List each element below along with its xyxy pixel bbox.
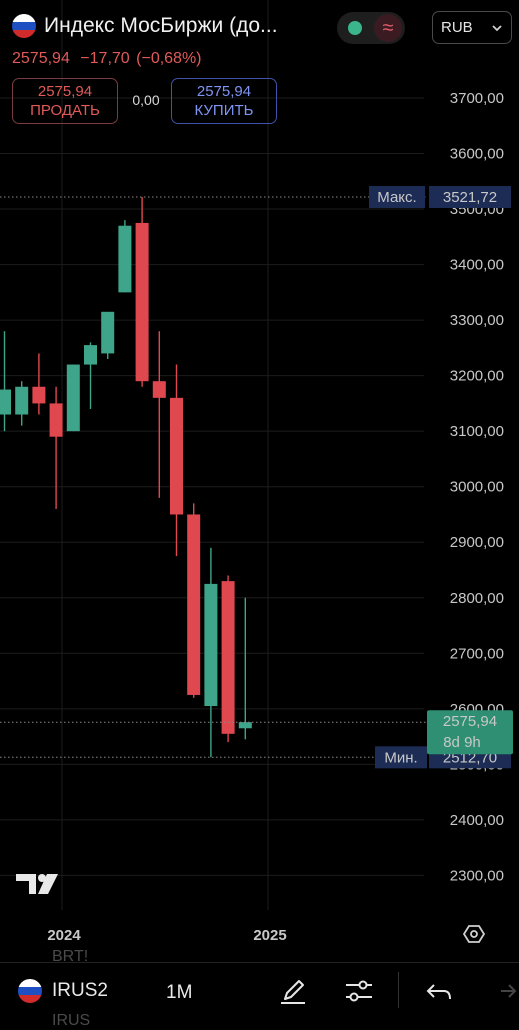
price-tick-label: 3200,00	[450, 368, 504, 385]
previous-symbol-ghost: BRT!	[52, 948, 89, 965]
symbol-label: IRUS2	[52, 980, 108, 1001]
currency-label: RUB	[441, 19, 473, 36]
candle-body	[170, 397, 183, 515]
price-tick-label: 2900,00	[450, 534, 504, 551]
time-tick-label: 2024	[47, 927, 81, 944]
russia-flag-icon	[12, 14, 36, 38]
max-value-tag	[429, 185, 511, 208]
candle-body	[118, 225, 132, 293]
last-price-tag	[427, 710, 513, 755]
sell-label: ПРОДАТЬ	[30, 102, 100, 119]
approx-wave-icon: ≈	[374, 14, 402, 42]
price-tick-label: 2700,00	[450, 645, 504, 662]
candle-body	[101, 311, 115, 354]
candle-body	[187, 514, 201, 695]
price-axis[interactable]: 3700,003600,003500,003400,003300,003200,…	[450, 90, 504, 884]
chart-grid	[0, 0, 424, 910]
symbol-selector[interactable]: IRUS2	[18, 979, 108, 1003]
instrument-title[interactable]: Индекс МосБиржи (до...	[12, 14, 278, 38]
pencil-icon[interactable]	[277, 975, 309, 1007]
redo-icon[interactable]	[491, 975, 519, 1007]
next-symbol-ghost: IRUS	[52, 1012, 91, 1029]
interval-selector[interactable]: 1M	[166, 982, 193, 1003]
max-label-tag	[369, 185, 425, 208]
candle-body	[84, 345, 97, 365]
bar-countdown: 8d 9h	[443, 734, 481, 751]
candle-body	[15, 386, 29, 415]
tradingview-logo-icon[interactable]	[14, 870, 62, 898]
candle-body	[66, 364, 80, 432]
price-tick-label: 3300,00	[450, 312, 504, 329]
min-label-tag	[375, 746, 427, 769]
buy-label: КУПИТЬ	[194, 102, 254, 119]
candle-body	[32, 386, 46, 404]
price-change-percent: (−0,68%)	[136, 50, 202, 67]
price-change: −17,70	[80, 50, 130, 67]
russia-flag-icon	[18, 979, 42, 1003]
price-tick-label: 2800,00	[450, 590, 504, 607]
price-tick-label: 3700,00	[450, 90, 504, 107]
chevron-down-icon	[492, 24, 502, 31]
price-tick-label: 3100,00	[450, 423, 504, 440]
candles-layer	[0, 196, 252, 758]
min-label: Мин.	[384, 749, 417, 766]
last-price: 2575,94	[12, 50, 70, 67]
market-open-dot-icon	[348, 21, 362, 35]
currency-selector[interactable]: RUB	[432, 11, 512, 44]
price-tick-label: 3400,00	[450, 257, 504, 274]
sell-button[interactable]: 2575,94 ПРОДАТЬ	[12, 78, 118, 124]
last-price-value: 2575,94	[443, 713, 497, 730]
axis-settings-icon[interactable]	[462, 922, 486, 946]
candle-body	[135, 222, 149, 382]
price-chart[interactable]: 3700,003600,003500,003400,003300,003200,…	[0, 0, 519, 962]
candle-body	[49, 403, 63, 437]
instrument-name: Индекс МосБиржи (до...	[44, 14, 278, 37]
price-tick-label: 2400,00	[450, 812, 504, 829]
candle-body	[0, 389, 11, 415]
price-tick-label: 3600,00	[450, 146, 504, 163]
time-tick-label: 2025	[253, 927, 286, 944]
sell-price: 2575,94	[37, 83, 93, 100]
candle-body	[238, 722, 252, 729]
price-summary: 2575,94 −17,70 (−0,68%)	[12, 50, 202, 68]
candle-body	[152, 381, 166, 398]
undo-icon[interactable]	[424, 975, 456, 1007]
candle-body	[221, 581, 235, 734]
market-status-pill[interactable]: ≈	[337, 12, 405, 44]
toolbar-separator	[398, 972, 399, 1008]
sliders-icon[interactable]	[343, 975, 375, 1007]
time-axis[interactable]: 2024 2025	[47, 927, 286, 944]
buy-button[interactable]: 2575,94 КУПИТЬ	[171, 78, 277, 124]
spread-value: 0,00	[132, 92, 160, 108]
max-value: 3521,72	[443, 189, 497, 206]
price-tick-label: 3000,00	[450, 479, 504, 496]
candle-body	[204, 583, 218, 707]
bottom-toolbar	[0, 962, 519, 1024]
buy-price: 2575,94	[196, 83, 252, 100]
price-tick-label: 2300,00	[450, 867, 504, 884]
max-label: Макс.	[377, 189, 416, 206]
toolbar-divider	[0, 962, 519, 963]
